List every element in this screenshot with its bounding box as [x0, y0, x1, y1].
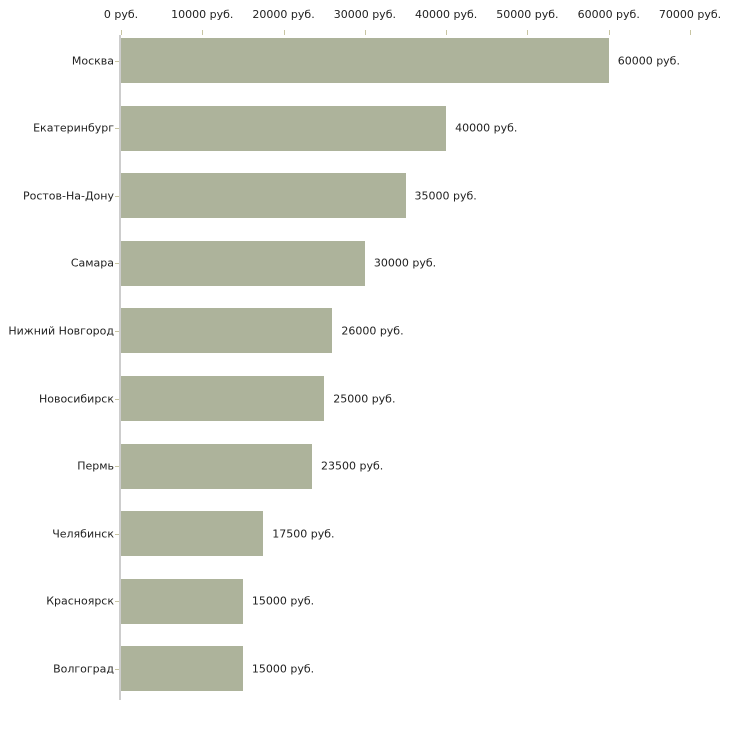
x-axis-tick-label: 60000 руб. — [577, 8, 640, 21]
x-axis-tick-label: 70000 руб. — [658, 8, 722, 21]
category-tick-mark — [115, 128, 119, 129]
x-axis-tick-label: 0 руб. — [103, 8, 139, 21]
bar — [121, 443, 313, 489]
category-tick-mark — [115, 534, 119, 535]
category-tick-mark — [115, 61, 119, 62]
bar — [121, 38, 609, 83]
category-tick-mark — [115, 601, 119, 602]
category-tick-mark — [115, 331, 119, 332]
x-axis-tick-label: 50000 руб. — [496, 8, 559, 21]
bar — [121, 173, 406, 219]
value-label: 15000 руб. — [251, 594, 315, 608]
category-label: Красноярск — [46, 594, 114, 608]
bar — [121, 646, 243, 692]
x-axis-tick-mark — [365, 30, 366, 35]
x-axis-tick-mark — [446, 30, 447, 35]
category-tick-mark — [115, 196, 119, 197]
x-axis-tick-mark — [202, 30, 203, 35]
value-label: 35000 руб. — [414, 189, 477, 203]
x-axis-tick-label: 30000 руб. — [333, 8, 396, 21]
x-axis-tick-mark — [121, 30, 122, 35]
value-label: 25000 руб. — [333, 392, 396, 405]
bar — [121, 578, 243, 624]
category-label: Самара — [70, 256, 114, 270]
bar — [121, 376, 325, 421]
category-label: Москва — [71, 54, 114, 67]
category-label: Ростов-На-Дону — [22, 189, 114, 203]
category-tick-mark — [115, 263, 119, 264]
category-tick-mark — [115, 399, 119, 400]
category-label: Пермь — [77, 459, 114, 473]
x-axis-tick-mark — [284, 30, 285, 35]
category-label: Волгоград — [53, 662, 114, 676]
category-label: Челябинск — [52, 527, 114, 541]
bar — [121, 105, 447, 151]
x-axis-tick-label: 40000 руб. — [415, 8, 478, 21]
x-axis-tick-mark — [690, 30, 691, 35]
category-label: Нижний Новгород — [8, 324, 114, 338]
bar — [121, 511, 264, 557]
x-axis-tick-label: 20000 руб. — [252, 8, 315, 21]
value-label: 23500 руб. — [321, 459, 384, 473]
category-tick-mark — [115, 669, 119, 670]
value-label: 15000 руб. — [251, 662, 315, 676]
bar — [121, 308, 333, 354]
category-tick-mark — [115, 466, 119, 467]
value-label: 60000 руб. — [617, 54, 680, 67]
value-label: 30000 руб. — [373, 256, 437, 270]
value-label: 17500 руб. — [272, 527, 335, 541]
value-label: 40000 руб. — [455, 121, 518, 135]
category-label: Новосибирск — [38, 392, 114, 405]
bar — [121, 240, 365, 286]
x-axis-tick-mark — [609, 30, 610, 35]
value-label: 26000 руб. — [341, 324, 404, 338]
x-axis-tick-label: 10000 руб. — [171, 8, 234, 21]
x-axis-tick-mark — [527, 30, 528, 35]
category-label: Екатеринбург — [33, 121, 114, 135]
y-axis-line — [119, 35, 121, 700]
